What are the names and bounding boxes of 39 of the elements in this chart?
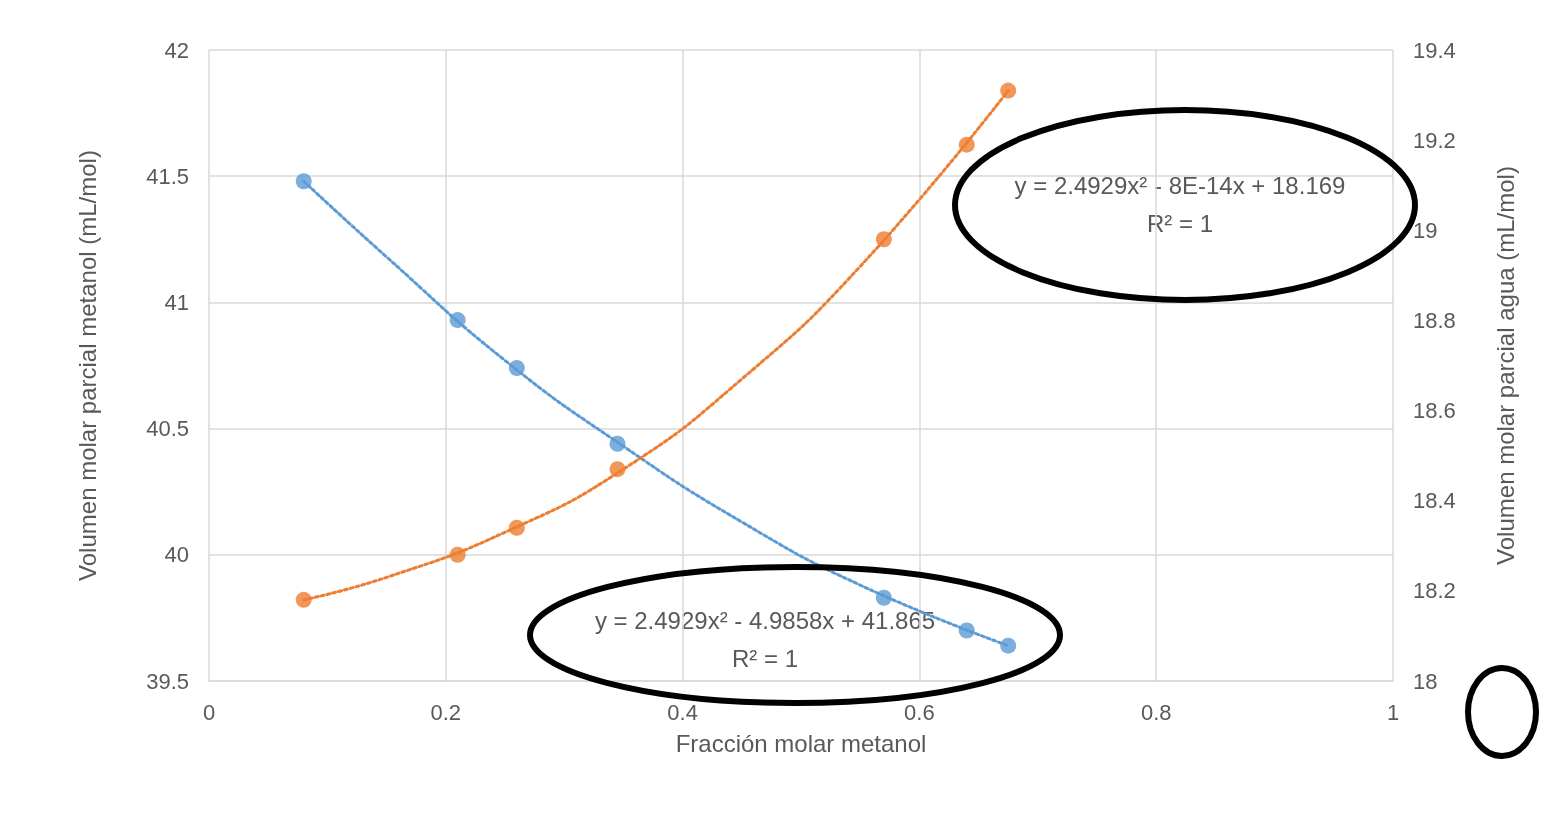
x-tick-label: 0.8 [1140,699,1172,725]
point [609,435,626,452]
y2-tick-label: 18 [1413,668,1438,694]
y2-tick-label: 18.6 [1413,398,1456,424]
point [508,519,525,536]
annotation: y = 2.4929x² - 8E-14x + 18.169 R² = 1 [1014,171,1346,237]
y2-tick-label: 19.2 [1413,127,1456,153]
point [875,231,892,248]
y2-axis-title: Volumen molar parcial agua (mL/mol) [1491,166,1519,565]
point [295,591,312,608]
point [958,136,975,153]
point [609,461,626,478]
y2-tick-label: 18.4 [1413,488,1456,514]
point [1000,637,1017,654]
point [295,173,312,190]
point [1000,82,1017,99]
x-axis-title: Fracción molar metanol [675,729,927,757]
point [449,546,466,563]
y-tick-label: 39.5 [146,668,189,694]
y-tick-label: 42 [164,37,189,63]
point [875,589,892,606]
point [449,312,466,329]
point [958,622,975,639]
y2-tick-label: 19 [1413,217,1438,243]
y2-tick-label: 19.4 [1413,37,1456,63]
x-tick-label: 0.6 [904,699,935,725]
x-tick-label: 0.4 [667,699,698,725]
y-tick-label: 40 [164,542,189,568]
point [508,360,525,377]
y2-tick-label: 18.8 [1413,307,1456,333]
y-tick-label: 40.5 [146,416,189,442]
x-tick-label: 0 [202,699,216,725]
annotation: y = 2.4929x² - 4.9858x + 41.865 R² = 1 [594,606,936,672]
x-tick-label: 0.2 [430,699,462,725]
y-tick-label: 41 [164,289,189,315]
y-axis-title: Volumen molar parcial metanol (mL/mol) [73,150,101,581]
x-tick-label: 1 [1386,699,1400,725]
y-tick-label: 41.5 [146,163,189,189]
y2-tick-label: 18.2 [1413,578,1456,604]
